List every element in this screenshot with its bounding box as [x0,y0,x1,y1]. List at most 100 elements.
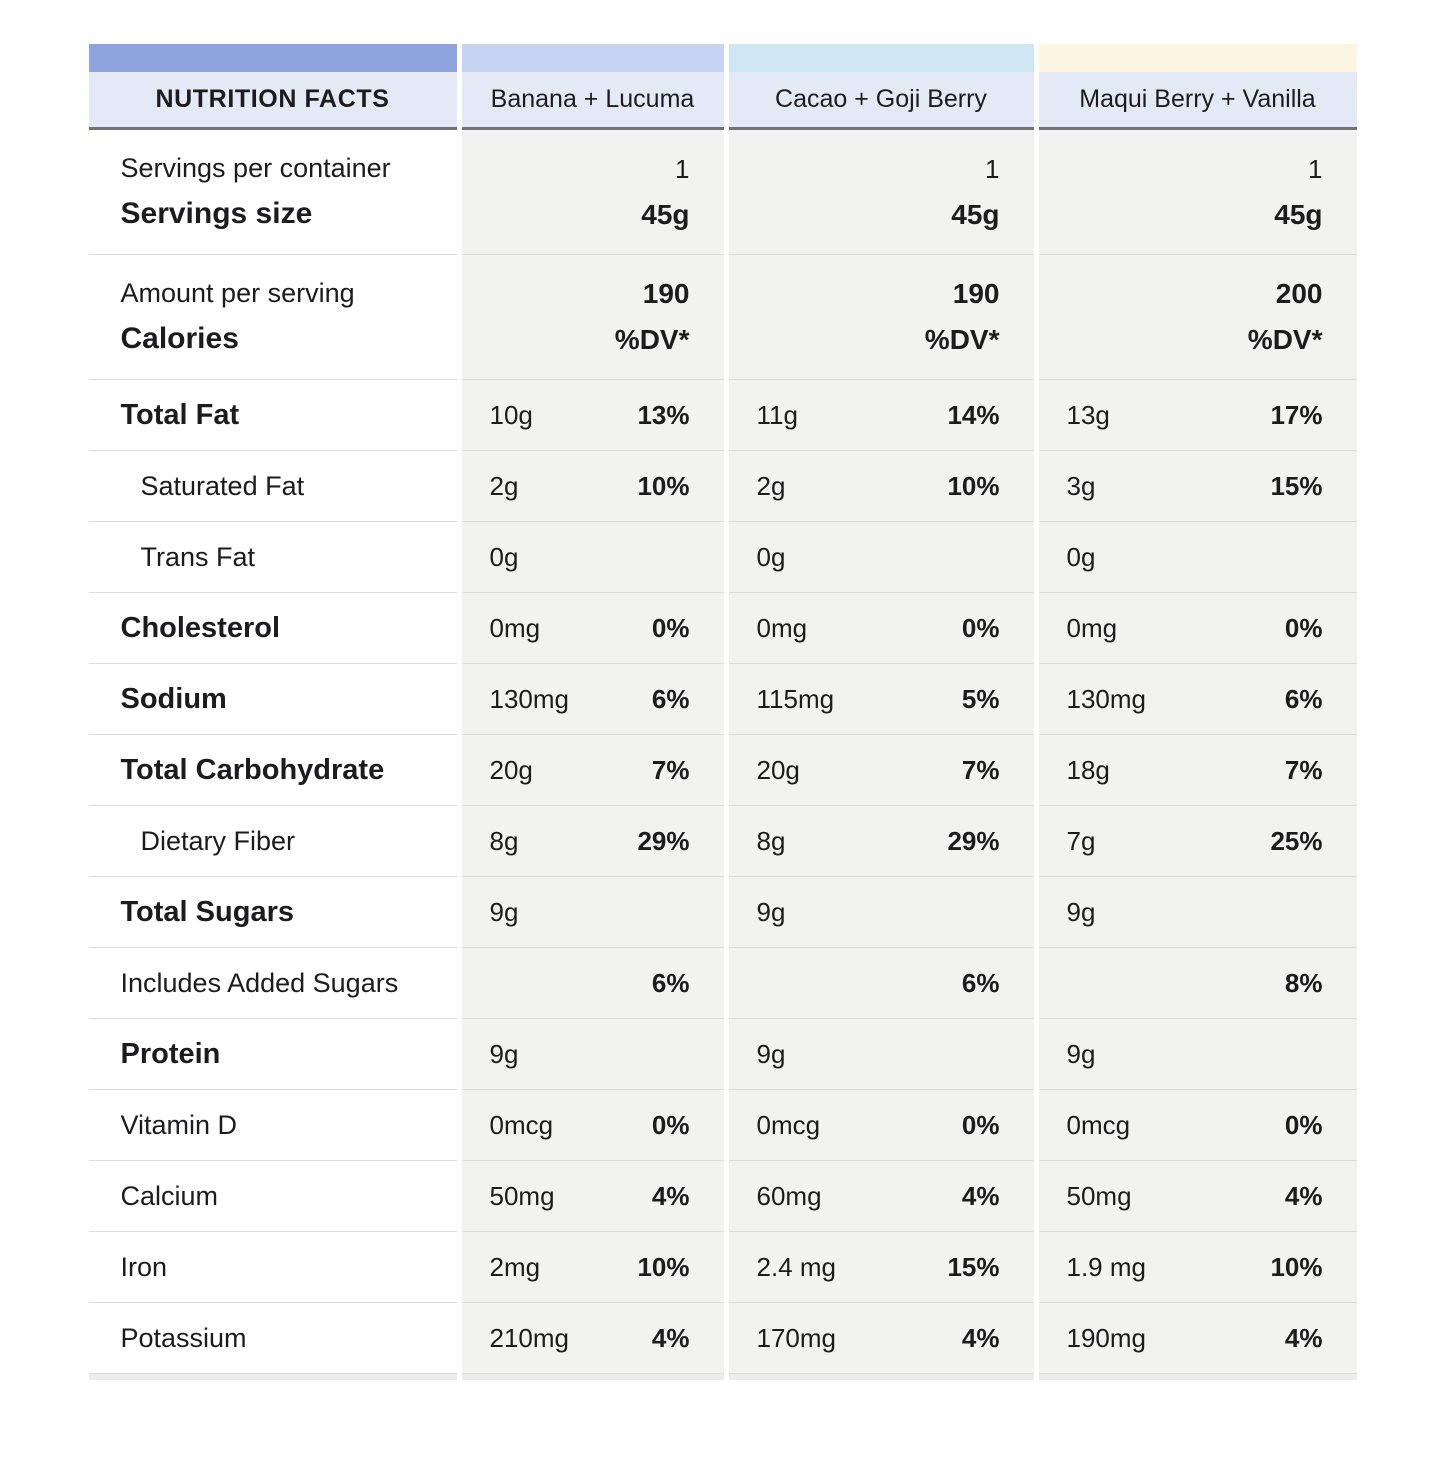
nutrient-cell: 8% [1038,948,1357,1019]
dv-value: 7% [651,754,690,785]
title-column-strip [88,44,457,72]
row-label: Calcium [88,1161,457,1232]
nutrient-cell: 2g 10% [728,451,1034,522]
dv-value: 25% [1270,825,1323,856]
partial-cell [728,1374,1034,1380]
dv-value: 7% [1284,754,1323,785]
nutrient-cell: 13g 17% [1038,380,1357,451]
dv-value: 4% [961,1180,1000,1211]
dv-value: 10% [1270,1251,1323,1282]
dv-value: 15% [1270,470,1323,501]
nutrient-cell: 10g 13% [461,380,724,451]
nutrient-cell: 6% [728,948,1034,1019]
nutrient-cell: 170mg 4% [728,1303,1034,1374]
nutrient-cell: 9g [1038,1019,1357,1090]
dv-value: 17% [1270,399,1323,430]
nutrient-cell: 8g 29% [461,806,724,877]
amount-value: 2mg [489,1251,541,1282]
amount-value: 2g [756,470,786,501]
serving-size: 45g [641,198,690,230]
nutrient-cell: 190mg 4% [1038,1303,1357,1374]
row-label: Vitamin D [88,1090,457,1161]
nutrient-cell: 18g 7% [1038,735,1357,806]
amount-value: 2.4 mg [756,1251,837,1282]
amount-value: 50mg [489,1180,555,1211]
amount-value: 8g [489,825,519,856]
row-label: Trans Fat [88,522,457,593]
row-label: Saturated Fat [88,451,457,522]
table-title: NUTRITION FACTS [88,72,457,130]
amount-value: 9g [1066,1038,1096,1069]
nutrient-cell: 50mg 4% [1038,1161,1357,1232]
servings-count: 1 [675,153,690,184]
nutrient-cell: 60mg 4% [728,1161,1034,1232]
amount-value: 2g [489,470,519,501]
amount-value: 50mg [1066,1180,1132,1211]
dv-value: 8% [1284,967,1323,998]
nutrient-cell: 0mcg 0% [1038,1090,1357,1161]
calories-label: Calories [120,322,239,355]
row-label: Potassium [88,1303,457,1374]
dv-value: 10% [947,470,1000,501]
nutrient-cell: 0mg 0% [461,593,724,664]
dv-value: 6% [651,683,690,714]
row-label: Cholesterol [88,593,457,664]
amount-value: 9g [1066,896,1096,927]
nutrient-cell: 130mg 6% [1038,664,1357,735]
row-label: Includes Added Sugars [88,948,457,1019]
nutrient-cell: 0g [728,522,1034,593]
amount-value: 0mg [1066,612,1118,643]
amount-value: 0mg [756,612,808,643]
dv-value: 7% [961,754,1000,785]
amount-value: 1.9 mg [1066,1251,1147,1282]
amount-value: 9g [489,1038,519,1069]
nutrient-cell: 20g 7% [728,735,1034,806]
maqui-column-strip [1038,44,1357,72]
dv-value: 10% [637,1251,690,1282]
amount-value: 9g [489,896,519,927]
partial-cell [88,1374,457,1380]
dv-column-header: %DV* [1247,324,1323,355]
nutrient-cell: 9g [1038,877,1357,948]
calories-cell: 190 %DV* [461,255,724,380]
servings-per-container-label: Servings per container [120,153,391,183]
amount-value: 0mcg [1066,1109,1131,1140]
row-label: Dietary Fiber [88,806,457,877]
amount-value: 20g [756,754,800,785]
partial-cell [1038,1374,1357,1380]
partial-cell [461,1374,724,1380]
amount-value: 18g [1066,754,1110,785]
nutrient-cell: 50mg 4% [461,1161,724,1232]
nutrient-cell: 0g [1038,522,1357,593]
amount-value: 0g [756,541,786,572]
servings-count: 1 [985,153,1000,184]
calories-value: 200 [1275,278,1323,309]
nutrient-cell: 3g 15% [1038,451,1357,522]
dv-value: 4% [1284,1322,1323,1353]
dv-value: 14% [947,399,1000,430]
amount-value: 0g [1066,541,1096,572]
nutrient-cell: 2mg 10% [461,1232,724,1303]
dv-value: 13% [637,399,690,430]
nutrient-cell: 6% [461,948,724,1019]
amount-value: 10g [489,399,533,430]
amount-value: 7g [1066,825,1096,856]
cacao-column-strip [728,44,1034,72]
nutrient-cell: 210mg 4% [461,1303,724,1374]
dv-value: 0% [961,1109,1000,1140]
nutrient-cell: 9g [728,1019,1034,1090]
amount-value: 170mg [756,1322,837,1353]
amount-per-serving-label: Amount per serving [120,278,355,308]
nutrient-cell: 9g [461,877,724,948]
nutrient-cell: 8g 29% [728,806,1034,877]
servings-cell: 1 45g [1038,130,1357,255]
calories-cell: 200 %DV* [1038,255,1357,380]
nutrition-facts-table: NUTRITION FACTS Banana + Lucuma Cacao + … [88,44,1357,1380]
amount-value: 11g [756,399,798,430]
dv-value: 29% [637,825,690,856]
nutrient-cell: 115mg 5% [728,664,1034,735]
amount-value: 60mg [756,1180,822,1211]
nutrient-cell: 0g [461,522,724,593]
servings-cell: 1 45g [461,130,724,255]
amount-value: 210mg [489,1322,570,1353]
